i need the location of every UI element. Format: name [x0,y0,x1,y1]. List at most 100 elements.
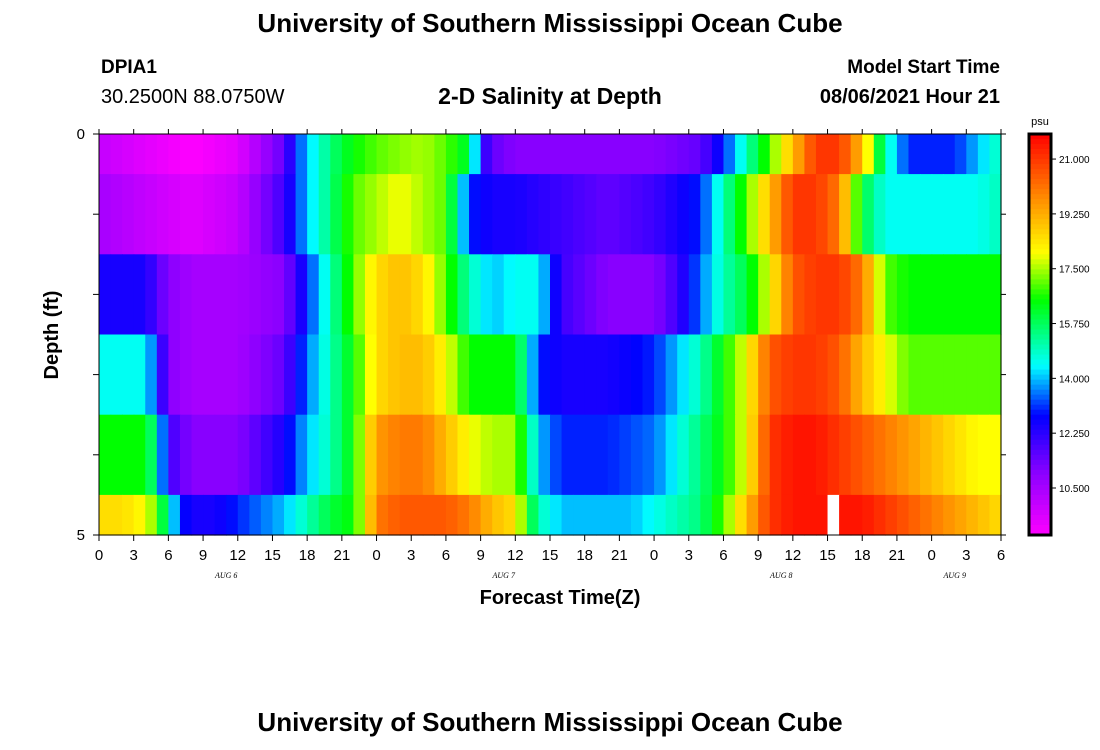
heatmap-cell [272,254,285,336]
heatmap-cell [110,134,123,175]
heatmap-cell [989,174,1002,255]
colorbar-swatch [1029,459,1051,466]
heatmap-cell [723,134,736,175]
heatmap-cell [133,414,146,496]
colorbar-swatch [1029,269,1051,275]
heatmap-cell [977,134,991,175]
heatmap-cell [179,414,193,496]
heatmap-cell [422,334,435,416]
heatmap-cell [388,134,401,175]
heatmap-cell [711,134,725,175]
colorbar-swatch [1029,524,1051,531]
heatmap-cell [700,174,713,255]
colorbar-swatch [1029,449,1051,456]
colorbar-swatch [1029,259,1051,265]
colorbar-swatch [1029,399,1051,406]
heatmap-cell [954,414,967,496]
heatmap-cell [364,174,378,255]
heatmap-cell [422,494,435,536]
colorbar-swatch [1029,184,1051,190]
heatmap-cell [122,174,135,255]
heatmap-cell [480,174,493,255]
heatmap-cell [896,414,910,496]
x-tick-label: 0 [95,547,103,564]
heatmap-cell [214,334,227,416]
heatmap-cell [862,134,875,175]
date-label: AUG 9 [943,571,966,580]
heatmap-cell [873,334,886,416]
heatmap-cell [688,334,701,416]
heatmap-cell [480,334,493,416]
heatmap-cell [792,134,806,175]
heatmap-cell [954,254,967,336]
heatmap-cell [515,174,528,255]
heatmap-cell [619,334,632,416]
colorbar-swatch [1029,174,1051,180]
heatmap-cell [642,334,655,416]
heatmap-cell [214,174,227,255]
colorbar-swatch [1029,519,1051,526]
colorbar-swatch [1029,149,1051,155]
heatmap-cell [688,134,701,175]
colorbar-swatch [1029,454,1051,461]
heatmap-cell [989,254,1002,336]
heatmap-cell [792,414,806,496]
heatmap-cell [168,174,181,255]
heatmap-cell [943,334,956,416]
heatmap-cell [145,174,158,255]
heatmap-cell [815,254,829,336]
heatmap-cell [469,134,482,175]
heatmap-cell [145,334,158,416]
heatmap-cell [99,334,112,416]
heatmap-cell [885,174,898,255]
heatmap-cell [260,134,274,175]
station-id: DPIA1 [101,57,157,78]
heatmap-cell [330,254,343,336]
colorbar-swatch [1029,464,1051,471]
heatmap-cell [122,334,135,416]
colorbar-swatch [1029,324,1051,331]
heatmap-cell [272,334,285,416]
heatmap-cell [943,414,956,496]
heatmap-cell [550,134,563,175]
heatmap-cell [110,494,123,536]
heatmap-cell [203,134,216,175]
heatmap-cell [746,134,759,175]
heatmap-cell [677,174,690,255]
heatmap-cell [399,414,412,496]
heatmap-cell [654,414,667,496]
heatmap-cell [977,254,991,336]
colorbar-swatch [1029,209,1051,215]
colorbar-swatch [1029,439,1051,446]
heatmap-cell [122,134,135,175]
colorbar-swatch [1029,504,1051,511]
heatmap-cell [654,254,667,336]
heatmap-cell [179,134,193,175]
heatmap-cell [711,494,725,536]
heatmap-cell [781,174,794,255]
heatmap-cell [896,254,910,336]
heatmap-cell [815,174,829,255]
heatmap-cell [434,174,447,255]
heatmap-cell [769,174,782,255]
x-tick-label: 0 [650,547,658,564]
heatmap-cell [457,174,470,255]
heatmap-cell [619,494,632,536]
heatmap-cell [203,414,216,496]
heatmap-cell [619,254,632,336]
heatmap-cell [931,334,944,416]
heatmap-cell [503,134,516,175]
heatmap-cell [908,254,921,336]
heatmap-cell [284,134,297,175]
heatmap-cell [156,134,169,175]
heatmap-cell [341,414,355,496]
heatmap-cell [307,134,320,175]
heatmap-cell [931,494,944,536]
x-axis-label: Forecast Time(Z) [480,587,641,609]
colorbar-swatch [1029,409,1051,416]
heatmap-cell [873,174,886,255]
heatmap-cell [399,334,412,416]
heatmap-cell [341,494,355,536]
colorbar-swatch [1029,314,1051,321]
colorbar-swatch [1029,274,1051,280]
